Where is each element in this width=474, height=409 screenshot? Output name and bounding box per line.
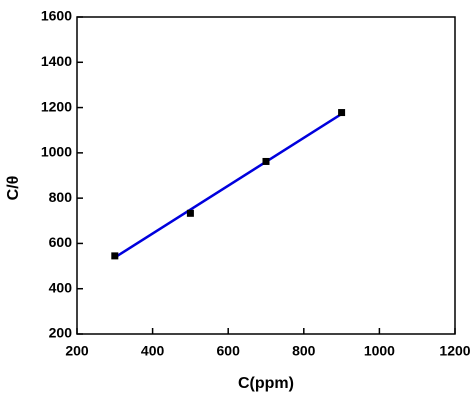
y-tick-label: 600	[49, 234, 73, 250]
fit-line	[114, 112, 343, 259]
y-tick-label: 200	[49, 325, 73, 341]
x-tick-label: 800	[292, 343, 316, 359]
plot-frame	[76, 16, 456, 335]
x-tick-label: 200	[65, 343, 89, 359]
y-axis-label: C/θ	[5, 176, 22, 201]
x-tick-label: 400	[141, 343, 165, 359]
data-point	[186, 209, 194, 217]
y-tick-label: 400	[49, 279, 73, 295]
y-tick-label: 1600	[41, 8, 72, 24]
x-tick-label: 1200	[439, 343, 470, 359]
y-tick-label: 1000	[41, 144, 72, 160]
x-tick-label: 1000	[364, 343, 395, 359]
y-tick-label: 1200	[41, 98, 72, 114]
data-point	[338, 109, 346, 117]
y-tick-label: 800	[49, 189, 73, 205]
data-point	[262, 157, 270, 165]
x-tick-label: 600	[217, 343, 241, 359]
x-axis-label: C(ppm)	[238, 375, 294, 392]
data-point	[111, 252, 119, 260]
y-tick-label: 1400	[41, 53, 72, 69]
